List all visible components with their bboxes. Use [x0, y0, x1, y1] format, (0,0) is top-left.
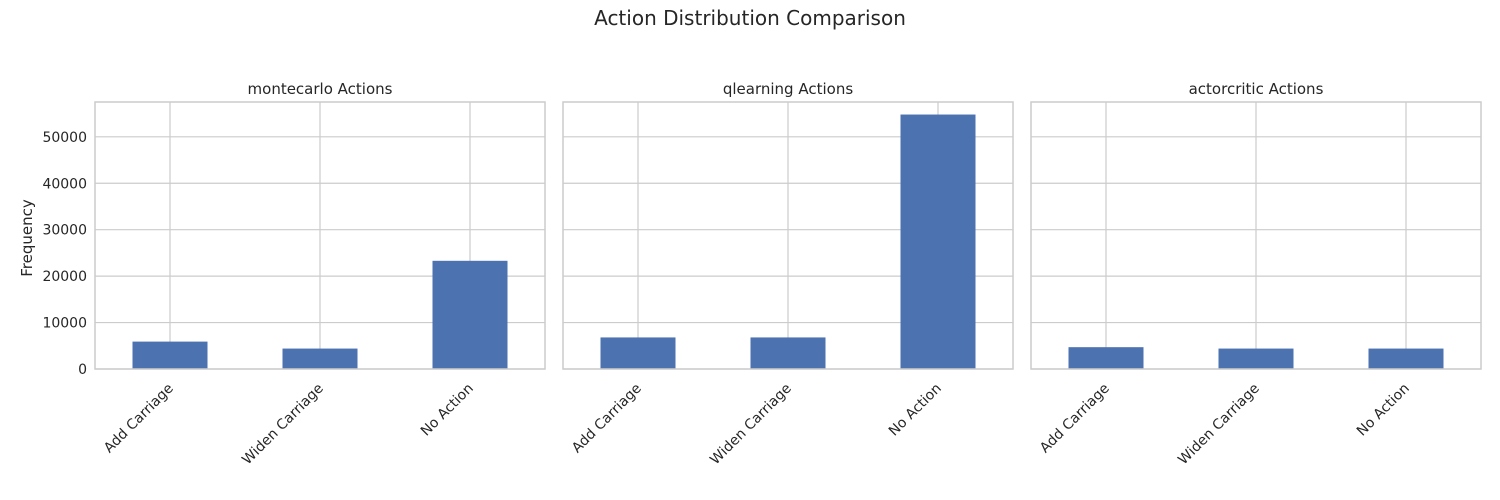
panel-title: montecarlo Actions — [248, 80, 393, 98]
panel-title: qlearning Actions — [723, 80, 853, 98]
panel-1: montecarlo Actions 0 10000 20000 30000 40000 5… — [42, 80, 546, 469]
panel-3: actorcritic Actions Add Carriage Widen Car… — [1030, 80, 1482, 469]
y-tick-label: 20000 — [42, 269, 87, 285]
panel-title: actorcritic Actions — [1189, 80, 1324, 98]
bar-no-action — [900, 114, 976, 370]
bar-widen-carriage — [282, 348, 358, 369]
panel-2: qlearning Actions Add Carriage Widen Carri… — [562, 80, 1014, 469]
chart-panels: montecarlo Actions 0 10000 20000 30000 40000 5… — [42, 80, 1482, 469]
figure-title: Action Distribution Comparison — [594, 6, 906, 30]
y-tick-label: 0 — [78, 362, 87, 378]
x-tick-label: Widen Carriage — [239, 381, 327, 469]
axes-frame — [1030, 101, 1482, 370]
bar-add-carriage — [132, 341, 208, 369]
axes-frame — [562, 101, 1014, 370]
y-axis-label: Frequency — [18, 199, 36, 277]
bar-add-carriage — [600, 337, 676, 369]
y-tick-label: 10000 — [42, 316, 87, 332]
bar-widen-carriage — [1218, 348, 1294, 369]
x-tick-label: No Action — [418, 381, 477, 440]
y-tick-label: 40000 — [42, 176, 87, 192]
y-tick-label: 30000 — [42, 223, 87, 239]
x-tick-label: Widen Carriage — [1175, 381, 1263, 469]
x-tick-label: No Action — [886, 381, 945, 440]
x-tick-label: No Action — [1354, 381, 1413, 440]
bar-no-action — [1368, 348, 1444, 369]
bar-widen-carriage — [750, 337, 826, 369]
x-tick-label: Add Carriage — [569, 381, 645, 457]
axes-frame — [94, 101, 546, 370]
bar-add-carriage — [1068, 347, 1144, 369]
y-tick-label: 50000 — [42, 130, 87, 146]
x-tick-label: Add Carriage — [101, 381, 177, 457]
x-tick-label: Add Carriage — [1037, 381, 1113, 457]
x-tick-label: Widen Carriage — [707, 381, 795, 469]
bar-no-action — [432, 260, 508, 369]
